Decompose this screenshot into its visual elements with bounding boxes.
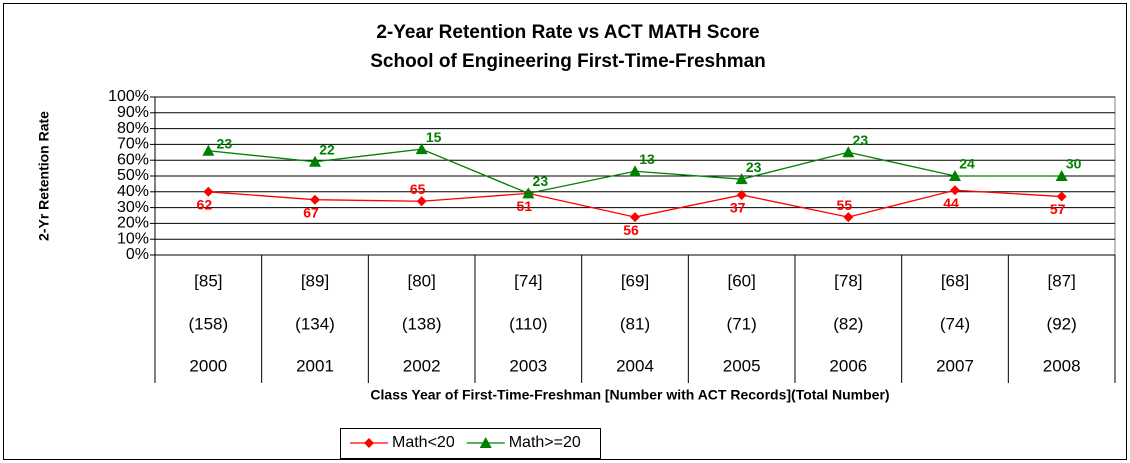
marker	[950, 185, 960, 196]
marker	[842, 146, 855, 158]
data-label: 55	[837, 197, 853, 213]
marker	[736, 189, 747, 200]
y-axis-title: 2-Yr Retention Rate	[36, 111, 52, 241]
total-label: (92)	[1047, 314, 1077, 333]
data-label: 23	[533, 173, 549, 189]
x-tick-label: 2001	[296, 356, 334, 375]
total-label: (82)	[833, 314, 863, 333]
act-records-label: [74]	[514, 271, 542, 290]
y-tick-label: 40%	[117, 183, 149, 200]
total-label: (110)	[509, 314, 547, 333]
data-label: 15	[426, 129, 442, 145]
y-tick-label: 60%	[117, 151, 149, 168]
x-tick-label: 2002	[403, 356, 441, 375]
x-tick-label: 2003	[509, 356, 547, 375]
y-tick-label: 30%	[117, 199, 149, 216]
x-tick-label: 2008	[1043, 356, 1081, 375]
total-label: (138)	[402, 314, 442, 333]
y-tick-label: 20%	[117, 215, 149, 232]
x-tick-label: 2005	[723, 356, 761, 375]
data-label: 13	[639, 151, 655, 167]
data-label: 62	[197, 197, 213, 213]
y-tick-label: 0%	[126, 246, 149, 263]
act-records-label: [69]	[621, 271, 649, 290]
y-tick-label: 100%	[108, 88, 149, 105]
marker	[203, 186, 214, 197]
act-records-label: [80]	[407, 271, 435, 290]
data-label: 30	[1066, 156, 1082, 172]
x-tick-label: 2000	[189, 356, 227, 375]
marker	[1056, 191, 1067, 202]
data-label: 44	[943, 195, 959, 211]
total-label: (71)	[727, 314, 757, 333]
marker	[1055, 170, 1068, 181]
data-label: 65	[410, 181, 426, 197]
act-records-label: [78]	[834, 271, 862, 290]
marker	[735, 173, 748, 185]
marker	[310, 194, 320, 205]
y-tick-label: 70%	[117, 136, 149, 153]
data-label: 23	[217, 135, 233, 151]
marker	[202, 144, 215, 156]
act-records-label: [87]	[1047, 271, 1075, 290]
total-label: (81)	[620, 314, 650, 333]
x-tick-label: 2006	[829, 356, 867, 375]
y-tick-label: 90%	[117, 104, 149, 121]
legend-label: Math<20	[392, 434, 455, 451]
total-label: (158)	[188, 314, 228, 333]
data-label: 23	[746, 159, 762, 175]
marker	[630, 212, 640, 223]
legend-label: Math>=20	[509, 434, 581, 451]
marker	[479, 437, 492, 448]
data-label: 24	[959, 156, 975, 172]
chart-title: 2-Year Retention Rate vs ACT MATH Score	[376, 22, 759, 43]
data-label: 51	[517, 198, 533, 214]
x-tick-label: 2004	[616, 356, 654, 375]
data-label: 23	[853, 132, 869, 148]
act-records-label: [68]	[941, 271, 969, 290]
data-label: 67	[303, 204, 319, 220]
x-tick-label: 2007	[936, 356, 974, 375]
y-tick-label: 80%	[117, 120, 149, 137]
marker	[309, 155, 321, 167]
marker	[843, 212, 854, 223]
marker	[364, 438, 374, 448]
data-label: 57	[1050, 201, 1066, 217]
data-label: 22	[319, 141, 335, 157]
marker	[416, 196, 427, 207]
marker	[949, 170, 961, 181]
legend: Math<20 Math>=20	[340, 428, 601, 459]
marker	[629, 165, 641, 177]
act-records-label: [85]	[194, 271, 222, 290]
act-records-label: [60]	[727, 271, 755, 290]
marker	[522, 187, 535, 199]
total-label: (134)	[295, 314, 335, 333]
y-tick-label: 10%	[117, 230, 149, 247]
x-axis-title: Class Year of First-Time-Freshman [Numbe…	[370, 387, 889, 403]
data-label: 56	[623, 222, 639, 238]
y-tick-label: 50%	[117, 167, 149, 184]
act-records-label: [89]	[301, 271, 329, 290]
marker	[415, 143, 428, 155]
chart-subtitle: School of Engineering First-Time-Freshma…	[370, 51, 766, 72]
total-label: (74)	[940, 314, 970, 333]
data-label: 37	[730, 200, 746, 216]
